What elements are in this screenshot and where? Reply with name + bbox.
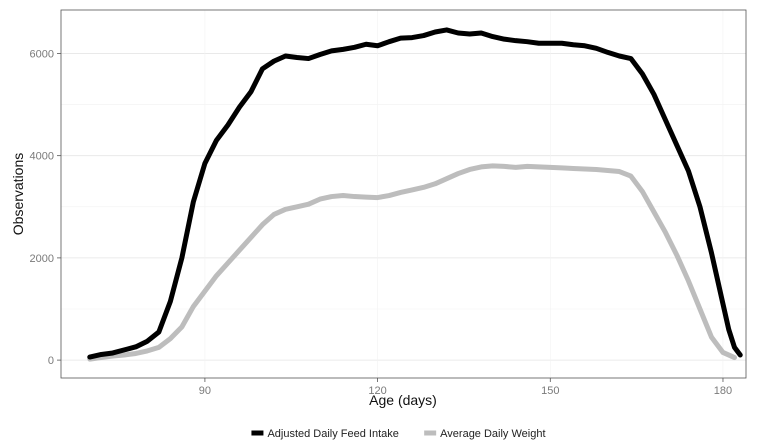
series-line-2 <box>87 163 737 362</box>
x-tick-label: 180 <box>714 385 732 397</box>
y-axis-title: Observations <box>10 153 26 235</box>
plot-border <box>60 9 747 379</box>
y-tick-label: 2000 <box>30 253 54 265</box>
series-line-1 <box>87 27 743 360</box>
x-tick-label: 150 <box>541 385 559 397</box>
x-axis-title: Age (days) <box>369 392 437 408</box>
series-layer <box>87 27 743 362</box>
y-tick-label: 0 <box>48 355 54 367</box>
legend: Adjusted Daily Feed Intake Average Daily … <box>251 428 546 440</box>
grid-lines <box>61 10 746 378</box>
legend-label-1: Adjusted Daily Feed Intake <box>267 428 398 440</box>
y-axis: 0 2000 4000 6000 <box>30 48 61 367</box>
x-axis: 90 120 150 180 <box>199 378 732 397</box>
x-tick-label: 120 <box>368 385 386 397</box>
y-tick-label: 6000 <box>30 48 54 60</box>
y-tick-label: 4000 <box>30 151 54 163</box>
legend-label-2: Average Daily Weight <box>440 428 545 440</box>
x-tick-label: 90 <box>199 385 211 397</box>
